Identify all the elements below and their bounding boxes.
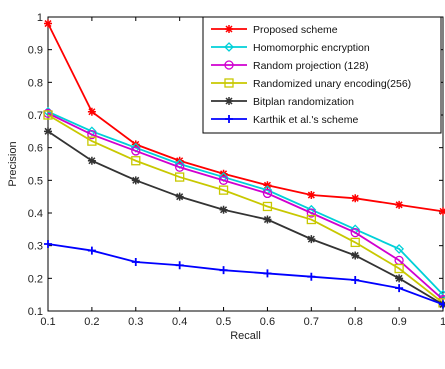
data-point xyxy=(175,261,184,270)
data-point xyxy=(43,110,53,120)
data-point xyxy=(44,127,52,136)
data-point xyxy=(351,275,360,284)
series-line xyxy=(47,23,444,213)
legend-marker xyxy=(224,60,234,70)
x-tick-label: 0.3 xyxy=(128,316,143,328)
y-tick-label: 0.5 xyxy=(28,175,43,187)
y-axis-title: Precision xyxy=(7,141,19,186)
x-tick-label: 0.8 xyxy=(348,316,363,328)
data-point xyxy=(131,146,141,156)
legend-label: Proposed scheme xyxy=(253,24,338,36)
legend-entry: Proposed scheme xyxy=(211,24,338,36)
data-point xyxy=(87,246,96,255)
data-point xyxy=(306,214,316,225)
data-point xyxy=(263,269,272,278)
data-point xyxy=(307,235,316,244)
legend-marker xyxy=(225,115,233,123)
legend-label: Bitplan randomization xyxy=(253,96,354,108)
data-point xyxy=(350,227,360,238)
legend-marker xyxy=(224,78,234,88)
x-tick-label: 0.2 xyxy=(84,316,99,328)
data-point xyxy=(87,156,96,165)
data-point xyxy=(307,272,316,281)
data-point xyxy=(87,136,97,146)
legend-marker xyxy=(225,25,233,33)
data-point xyxy=(175,172,185,182)
data-point xyxy=(394,244,405,254)
data-point xyxy=(263,215,272,224)
data-point xyxy=(394,263,404,274)
y-tick-label: 0.9 xyxy=(28,45,43,57)
data-point xyxy=(219,266,228,275)
legend-box xyxy=(202,16,442,134)
legend-entry: Karthik et al.'s scheme xyxy=(211,114,358,126)
data-point xyxy=(262,201,273,212)
series-group xyxy=(43,108,445,305)
x-tick-label: 0.1 xyxy=(40,316,55,328)
y-tick-label: 0.8 xyxy=(28,77,43,89)
y-tick-label: 0.3 xyxy=(28,241,43,253)
y-tick-label: 1 xyxy=(37,12,43,24)
legend-label: Random projection (128) xyxy=(253,60,369,72)
data-point xyxy=(307,191,316,200)
legend-marker xyxy=(225,97,233,105)
y-tick-label: 0.1 xyxy=(28,306,43,318)
series-group xyxy=(44,240,445,309)
data-point xyxy=(439,300,445,309)
legend-entry: Random projection (128) xyxy=(211,60,369,72)
data-point xyxy=(131,258,140,266)
data-point xyxy=(87,107,96,116)
data-point xyxy=(439,207,445,216)
data-point xyxy=(351,251,360,260)
series-line xyxy=(47,243,444,306)
y-tick-label: 0.7 xyxy=(28,110,43,122)
series-line xyxy=(47,114,444,304)
x-tick-label: 1 xyxy=(440,316,445,328)
data-point xyxy=(350,237,360,248)
data-point xyxy=(262,188,273,199)
x-tick-label: 0.7 xyxy=(304,316,319,328)
data-point xyxy=(44,19,52,28)
series-line xyxy=(47,112,444,301)
legend-marker xyxy=(224,42,234,52)
data-point xyxy=(395,274,404,283)
x-tick-label: 0.9 xyxy=(391,316,406,328)
y-tick-label: 0.2 xyxy=(28,273,43,285)
data-point xyxy=(131,176,140,185)
data-point xyxy=(306,208,316,218)
legend-entry: Bitplan randomization xyxy=(211,96,354,108)
x-tick-label: 0.4 xyxy=(172,316,187,328)
legend-entry: Homomorphic encryption xyxy=(211,42,370,54)
series-line xyxy=(47,130,444,306)
data-point xyxy=(219,205,228,214)
legend-label: Randomized unary encoding(256) xyxy=(253,78,411,90)
legend-entry: Randomized unary encoding(256) xyxy=(211,78,411,90)
series-group xyxy=(44,127,445,309)
y-tick-label: 0.4 xyxy=(28,208,43,220)
data-point xyxy=(175,192,184,201)
data-point xyxy=(131,156,141,166)
data-point xyxy=(218,185,229,195)
series-group xyxy=(43,110,445,308)
x-tick-label: 0.6 xyxy=(260,316,275,328)
series-line xyxy=(47,110,444,296)
data-point xyxy=(175,162,185,172)
y-tick-label: 0.6 xyxy=(28,143,43,155)
x-tick-label: 0.5 xyxy=(216,316,231,328)
legend-label: Karthik et al.'s scheme xyxy=(253,114,358,126)
data-point xyxy=(395,200,404,209)
data-point xyxy=(218,175,229,185)
legend-label: Homomorphic encryption xyxy=(253,42,370,54)
data-point xyxy=(351,194,360,203)
x-axis-title: Recall xyxy=(230,330,261,342)
data-point xyxy=(395,284,404,293)
data-point xyxy=(87,129,97,140)
data-point xyxy=(44,240,52,249)
